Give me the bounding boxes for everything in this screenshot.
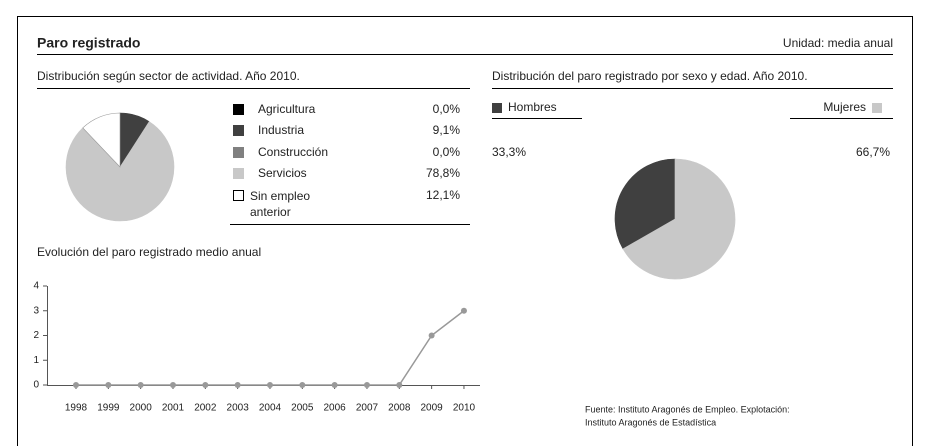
y-tick-label: 4 [33,281,39,292]
value-label: 12,1% [426,188,460,202]
point [105,382,112,388]
line [76,310,465,386]
x-tick-label: 2003 [227,403,250,414]
point [428,332,435,339]
frame [17,16,913,446]
point [299,382,306,388]
point [363,382,370,388]
point [460,307,467,314]
value-label: 33,3% [492,145,526,159]
pie-slice [614,158,676,250]
legend-swatch [233,168,244,179]
y-tick-label: 0 [33,380,39,391]
x-tick-label: 2008 [388,403,411,414]
value-label: 9,1% [433,123,461,137]
legend-swatch [233,147,244,158]
pie-slice [622,158,736,280]
x-tick-label: 1999 [97,403,120,414]
x-tick-label: 2002 [194,403,217,414]
chart-title: Evolución del paro registrado medio anua… [37,245,261,259]
value-label: 66,7% [856,145,890,159]
value-label: 0,0% [433,102,461,116]
y-tick-label: 2 [33,330,39,341]
x-tick-label: 2001 [162,403,185,414]
chart-title: Distribución según sector de actividad. … [37,69,300,83]
legend-swatch [492,103,502,113]
legend-label: Servicios [258,166,307,180]
point [137,382,144,388]
y-tick-label: 3 [33,305,39,316]
legend-swatch [233,125,244,136]
page-title: Paro registrado [37,35,140,51]
chart-title: Distribución del paro registrado por sex… [492,69,808,83]
point [331,382,338,388]
legend-label: Hombres [508,100,557,114]
legend-label: Sin empleo anterior [250,189,311,219]
x-tick-label: 2009 [421,403,444,414]
x-tick-label: 1998 [65,403,88,414]
source: Instituto Aragonés de Estadística [585,417,716,427]
legend-label: Mujeres [823,100,866,114]
point [396,382,403,388]
value-label: 0,0% [433,145,461,159]
source: Fuente: Instituto Aragonés de Empleo. Ex… [585,404,790,414]
x-tick-label: 2000 [130,403,153,414]
unit: Unidad: media anual [783,36,893,50]
point [234,382,241,388]
y-tick-label: 1 [33,355,39,366]
point [73,382,79,388]
legend-label: Agricultura [258,102,316,116]
value-label: 78,8% [426,166,460,180]
pie-slice [82,112,121,168]
point [266,382,273,388]
x-tick-label: 2006 [324,403,347,414]
legend-swatch [233,190,244,201]
x-tick-label: 2007 [356,403,379,414]
point [169,382,176,388]
legend-label: Construcción [258,145,328,159]
x-tick-label: 2010 [453,403,476,414]
x-tick-label: 2005 [291,403,314,414]
legend-swatch [872,103,882,113]
legend-label-box: Sin empleo anterior [250,189,311,219]
legend-label: Industria [258,123,304,137]
point [202,382,209,388]
pie-slice [65,121,175,222]
x-tick-label: 2004 [259,403,282,414]
legend-swatch [233,104,244,115]
